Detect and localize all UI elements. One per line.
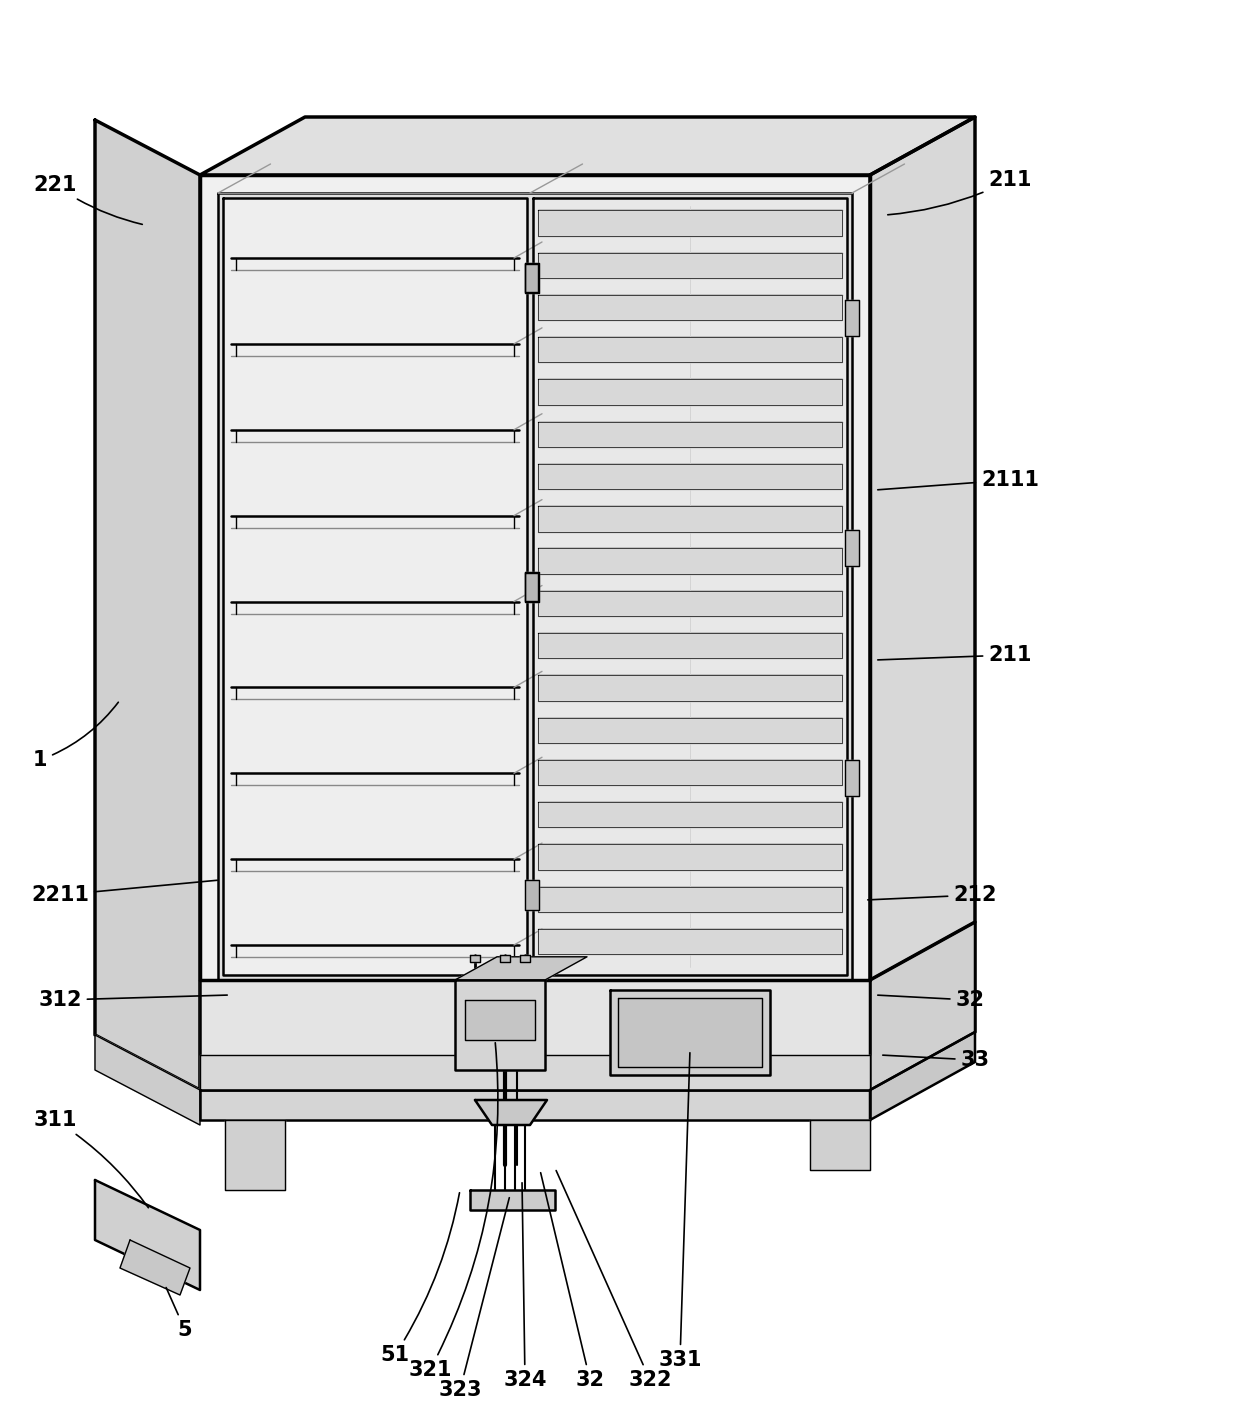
Polygon shape <box>538 253 842 278</box>
Polygon shape <box>218 192 852 981</box>
Text: 331: 331 <box>658 1052 702 1370</box>
Polygon shape <box>870 922 975 1090</box>
Text: 2111: 2111 <box>878 471 1039 490</box>
Polygon shape <box>538 211 842 236</box>
Text: 211: 211 <box>888 170 1032 215</box>
Polygon shape <box>538 548 842 573</box>
Polygon shape <box>538 379 842 405</box>
Polygon shape <box>538 634 842 659</box>
Polygon shape <box>844 760 859 797</box>
Polygon shape <box>525 572 539 601</box>
Polygon shape <box>200 1055 870 1090</box>
Polygon shape <box>224 1120 285 1190</box>
Polygon shape <box>525 263 539 294</box>
Polygon shape <box>525 572 538 600</box>
Polygon shape <box>120 1241 190 1295</box>
Polygon shape <box>538 590 842 617</box>
Polygon shape <box>470 955 480 962</box>
Text: 33: 33 <box>883 1050 990 1071</box>
Polygon shape <box>844 530 859 566</box>
Polygon shape <box>538 506 842 531</box>
Polygon shape <box>95 1180 200 1290</box>
Polygon shape <box>200 981 870 1090</box>
Text: 322: 322 <box>556 1170 672 1390</box>
Text: 324: 324 <box>503 1183 547 1390</box>
Polygon shape <box>810 1120 870 1170</box>
Polygon shape <box>525 880 539 910</box>
Polygon shape <box>844 301 859 336</box>
Polygon shape <box>475 1100 547 1125</box>
Polygon shape <box>538 887 842 912</box>
Text: 32: 32 <box>541 1173 604 1390</box>
Polygon shape <box>538 295 842 320</box>
Polygon shape <box>95 119 200 1090</box>
Polygon shape <box>200 1090 870 1120</box>
Polygon shape <box>538 760 842 785</box>
Polygon shape <box>538 718 842 743</box>
Polygon shape <box>525 264 538 292</box>
Text: 311: 311 <box>33 1110 149 1208</box>
Text: 323: 323 <box>438 1197 510 1399</box>
Polygon shape <box>610 991 770 1075</box>
Polygon shape <box>465 1000 534 1040</box>
Text: 321: 321 <box>408 1043 498 1380</box>
Polygon shape <box>538 929 842 954</box>
Polygon shape <box>538 464 842 489</box>
Polygon shape <box>520 955 529 962</box>
Polygon shape <box>223 198 527 975</box>
Text: 211: 211 <box>878 645 1032 665</box>
Polygon shape <box>455 957 587 981</box>
Polygon shape <box>200 176 870 1090</box>
Text: 5: 5 <box>166 1287 192 1340</box>
Text: 212: 212 <box>868 885 997 905</box>
Polygon shape <box>95 1035 200 1125</box>
Text: 221: 221 <box>33 176 143 225</box>
Polygon shape <box>538 844 842 870</box>
Text: 32: 32 <box>878 991 985 1010</box>
Text: 312: 312 <box>38 991 227 1010</box>
Polygon shape <box>200 117 975 176</box>
Polygon shape <box>870 117 975 1090</box>
Polygon shape <box>500 955 510 962</box>
Polygon shape <box>538 676 842 701</box>
Text: 51: 51 <box>381 1193 460 1366</box>
Polygon shape <box>533 198 847 975</box>
Polygon shape <box>538 422 842 447</box>
Polygon shape <box>470 1190 556 1210</box>
Text: 2211: 2211 <box>31 881 217 905</box>
Polygon shape <box>538 337 842 362</box>
Polygon shape <box>618 998 763 1066</box>
Polygon shape <box>455 981 546 1071</box>
Polygon shape <box>538 802 842 828</box>
Polygon shape <box>870 1033 975 1120</box>
Text: 1: 1 <box>32 702 118 770</box>
